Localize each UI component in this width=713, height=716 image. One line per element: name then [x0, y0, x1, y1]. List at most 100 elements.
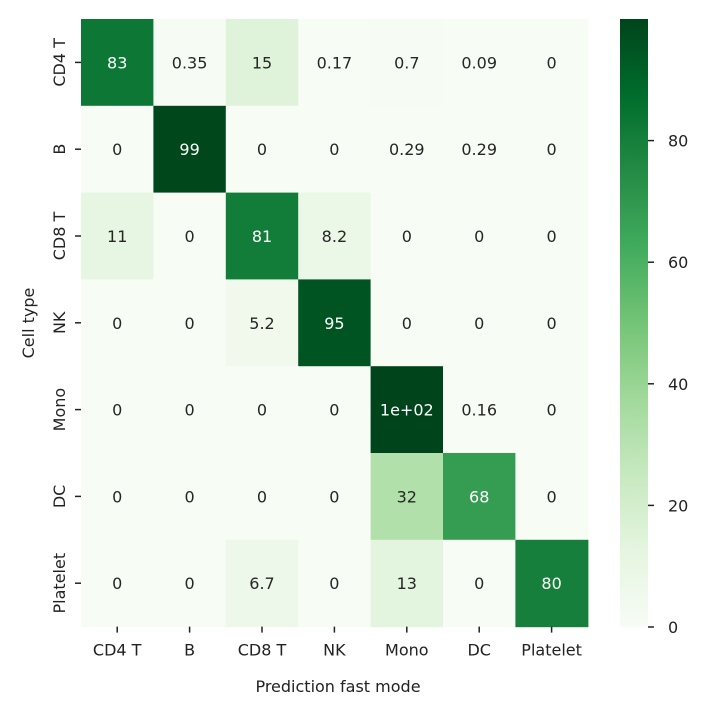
heatmap-cell	[370, 366, 444, 454]
cell-value-label: 99	[179, 140, 199, 159]
cell-value-label: 0	[185, 314, 195, 333]
cell-value-label: 0.17	[317, 53, 353, 72]
cell-value-label: 0	[547, 140, 557, 159]
y-tick-label: CD4 T	[50, 38, 69, 87]
y-axis-label: Cell type	[19, 288, 38, 359]
cell-value-label: 0.29	[389, 140, 425, 159]
heatmap-cell	[370, 192, 444, 280]
cell-value-label: 0	[474, 314, 484, 333]
heatmap-cell	[225, 105, 299, 194]
heatmap-cell	[298, 279, 372, 367]
heatmap-cell	[515, 453, 589, 541]
cell-value-label: 0	[402, 227, 412, 246]
heatmap-cell	[443, 453, 516, 541]
heatmap-cell	[443, 192, 516, 280]
cell-value-label: 6.7	[249, 574, 274, 593]
heatmap-cell	[153, 366, 227, 454]
cell-value-label: 0	[402, 314, 412, 333]
heatmap-cell	[298, 539, 372, 628]
heatmap-cell	[225, 279, 299, 367]
cell-value-label: 0	[547, 401, 557, 420]
heatmap-cell	[443, 19, 516, 107]
heatmap-cell	[81, 453, 154, 541]
cell-value-label: 13	[397, 574, 417, 593]
x-tick-label: CD4 T	[93, 641, 142, 660]
cell-value-label: 0	[112, 140, 122, 159]
heatmap-cell	[443, 366, 516, 454]
heatmap-cell	[225, 192, 299, 280]
heatmap-cell	[153, 453, 227, 541]
cell-value-label: 80	[541, 574, 561, 593]
colorbar-tick-label: 60	[668, 253, 688, 272]
x-tick-label: CD8 T	[238, 641, 287, 660]
cell-value-label: 0	[329, 140, 339, 159]
heatmap-cell	[298, 192, 372, 280]
cell-value-label: 0	[185, 227, 195, 246]
cell-value-label: 0	[112, 314, 122, 333]
heatmap-cell	[81, 192, 154, 280]
cell-value-label: 32	[397, 487, 417, 506]
x-axis-ticks: CD4 T B CD8 T NK Mono DC Platelet	[93, 626, 582, 660]
cell-value-label: 11	[107, 227, 127, 246]
heatmap-cell	[81, 19, 154, 107]
colorbar-tick-label: 40	[668, 375, 688, 394]
heatmap-cell	[153, 279, 227, 367]
cell-value-label: 0	[547, 314, 557, 333]
heatmap-cell	[298, 105, 372, 194]
cell-value-label: 0	[112, 401, 122, 420]
cell-value-label: 0	[185, 401, 195, 420]
y-tick-label: Mono	[50, 388, 69, 432]
heatmap-cell	[225, 19, 299, 107]
cell-value-label: 0	[257, 401, 267, 420]
cell-value-label: 0	[257, 487, 267, 506]
y-axis-ticks: CD4 T B CD8 T NK Mono DC Platelet	[50, 38, 81, 614]
cell-value-label: 8.2	[322, 227, 347, 246]
heatmap-cell	[81, 539, 154, 628]
heatmap-cell	[225, 539, 299, 628]
y-tick-label: Platelet	[50, 553, 69, 614]
heatmap-cell-labels: 83 0.35 15 0.17 0.7 0.09 0 0 99 0 0 0.29 0.29 0 11 0 81 8…	[107, 53, 562, 593]
colorbar-tick-label: 20	[668, 496, 688, 515]
colorbar-tick-label: 0	[668, 618, 678, 637]
cell-value-label: 0	[547, 487, 557, 506]
cell-value-label: 95	[324, 314, 344, 333]
heatmap-cell	[515, 19, 589, 107]
heatmap-cell	[153, 19, 227, 107]
heatmap-cell	[443, 279, 516, 367]
heatmap-cell	[515, 192, 589, 280]
cell-value-label: 83	[107, 53, 127, 72]
heatmap-cell	[370, 279, 444, 367]
heatmap-cell	[370, 105, 444, 194]
heatmap-cell	[81, 279, 154, 367]
heatmap-cell	[443, 105, 516, 194]
cell-value-label: 5.2	[249, 314, 274, 333]
heatmap-cell	[515, 105, 589, 194]
cell-value-label: 15	[252, 53, 272, 72]
cell-value-label: 0	[257, 140, 267, 159]
cell-value-label: 0	[329, 487, 339, 506]
cell-value-label: 0	[547, 227, 557, 246]
cell-value-label: 0	[547, 53, 557, 72]
cell-value-label: 0	[329, 401, 339, 420]
x-axis-label: Prediction fast mode	[255, 677, 420, 696]
cell-value-label: 0.09	[461, 53, 497, 72]
x-tick-label: NK	[323, 641, 346, 660]
heatmap-cell	[515, 539, 589, 628]
cell-value-label: 0.35	[172, 53, 208, 72]
heatmap-cells	[81, 19, 589, 628]
colorbar-ticks: 0 20 40 60 80	[648, 132, 688, 637]
x-tick-label: Mono	[385, 641, 429, 660]
colorbar	[620, 19, 648, 627]
y-tick-label: NK	[50, 311, 69, 334]
cell-value-label: 0	[474, 574, 484, 593]
cell-value-label: 0.29	[461, 140, 497, 159]
heatmap-cell	[370, 453, 444, 541]
colorbar-tick-label: 80	[668, 132, 688, 151]
cell-value-label: 0	[185, 574, 195, 593]
cell-value-label: 0	[185, 487, 195, 506]
heatmap-cell	[153, 539, 227, 628]
heatmap-cell	[515, 366, 589, 454]
x-tick-label: DC	[467, 641, 491, 660]
heatmap-cell	[81, 366, 154, 454]
